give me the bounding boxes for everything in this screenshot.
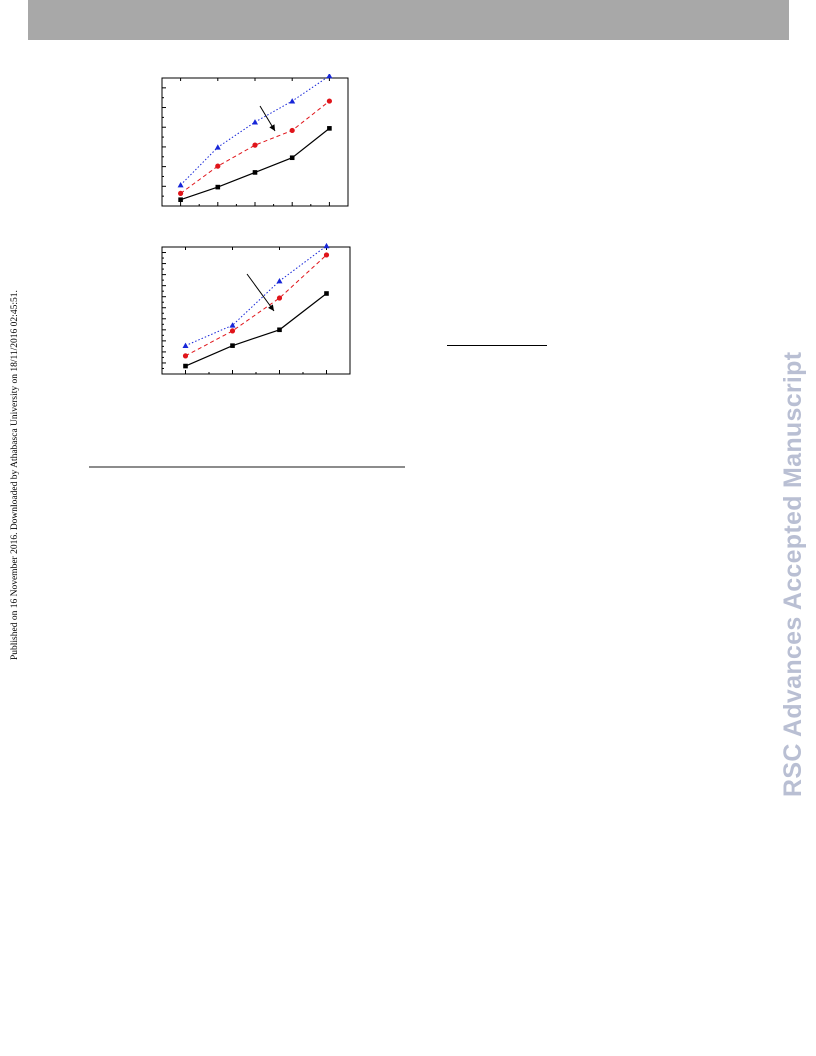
plot-frame bbox=[161, 246, 351, 375]
series-line-square bbox=[180, 127, 330, 201]
data-point-square bbox=[252, 170, 258, 175]
data-point-circle bbox=[229, 328, 236, 334]
publication-note: Published on 16 November 2016. Downloade… bbox=[10, 290, 20, 660]
data-point-triangle bbox=[177, 182, 184, 188]
plot-frame bbox=[161, 77, 349, 207]
data-point-square bbox=[324, 291, 329, 296]
data-point-square bbox=[277, 327, 282, 333]
line-chart-a bbox=[150, 74, 355, 212]
series-line-circle bbox=[185, 254, 327, 357]
data-point-circle bbox=[252, 142, 258, 148]
series-line-triangle bbox=[180, 75, 330, 186]
data-point-square bbox=[215, 184, 221, 190]
annotation-arrowhead bbox=[269, 124, 275, 131]
chart-svg bbox=[161, 243, 351, 375]
data-point-triangle bbox=[323, 243, 330, 249]
footnote-rule bbox=[447, 345, 547, 346]
data-point-triangle bbox=[289, 98, 296, 104]
data-point-circle bbox=[289, 127, 295, 134]
annotation-arrowhead bbox=[268, 304, 274, 311]
series-line-triangle bbox=[185, 245, 327, 347]
data-point-triangle bbox=[326, 74, 333, 79]
data-point-circle bbox=[182, 353, 189, 359]
data-point-square bbox=[327, 126, 332, 131]
series-line-square bbox=[185, 293, 327, 367]
data-point-triangle bbox=[229, 322, 236, 328]
data-point-triangle bbox=[252, 119, 258, 125]
data-point-triangle bbox=[214, 144, 221, 150]
data-point-square bbox=[178, 197, 183, 203]
chart-svg bbox=[161, 74, 349, 207]
section-divider bbox=[89, 466, 405, 468]
data-point-square bbox=[230, 343, 235, 348]
data-point-square bbox=[289, 155, 295, 161]
data-point-circle bbox=[178, 190, 184, 197]
data-point-circle bbox=[323, 252, 330, 258]
header-bar bbox=[28, 0, 789, 40]
annotation-arrow bbox=[246, 273, 275, 312]
data-point-square bbox=[183, 363, 188, 369]
series-line-circle bbox=[180, 100, 330, 194]
data-point-triangle bbox=[276, 278, 283, 284]
data-point-circle bbox=[215, 163, 221, 169]
data-point-triangle bbox=[182, 342, 189, 349]
data-point-circle bbox=[326, 98, 332, 104]
accepted-manuscript-watermark: RSC Advances Accepted Manuscript bbox=[779, 351, 807, 797]
line-chart-b bbox=[150, 243, 355, 381]
data-point-circle bbox=[276, 295, 283, 301]
